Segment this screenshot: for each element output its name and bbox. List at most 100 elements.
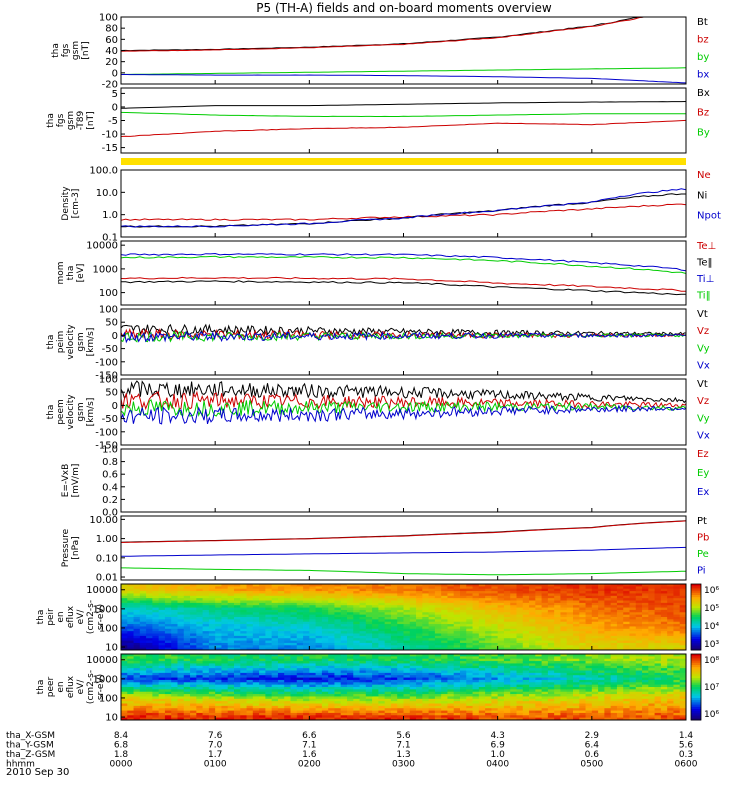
spectrogram-cell	[372, 654, 379, 657]
spectrogram-cell	[397, 684, 404, 688]
spectrogram-cell	[252, 715, 260, 719]
spectrogram-cell	[133, 645, 141, 649]
spectrogram-cell	[372, 624, 379, 627]
spectrogram-cell	[284, 654, 291, 657]
spectrogram-cell	[679, 614, 687, 618]
spectrogram-cell	[353, 607, 360, 611]
spectrogram-cell	[183, 605, 191, 608]
spectrogram-cell	[397, 715, 404, 719]
spectrogram-cell	[453, 640, 461, 644]
spectrogram-cell	[453, 593, 461, 597]
spectrogram-cell	[227, 595, 235, 599]
spectrogram-cell	[535, 609, 543, 613]
spectrogram-cell	[127, 708, 134, 711]
spectrogram-cell	[284, 607, 291, 611]
spectrogram-cell	[522, 715, 530, 719]
spectrogram-cell	[604, 679, 612, 683]
spectrogram-cell	[365, 614, 373, 618]
spectrogram-cell	[277, 679, 285, 683]
spectrogram-cell	[133, 633, 141, 637]
spectrogram-cell	[541, 593, 549, 597]
spectrogram-cell	[177, 647, 185, 651]
spectrogram-cell	[579, 696, 586, 700]
spectrogram-cell	[566, 605, 574, 608]
spectrogram-cell	[139, 656, 147, 660]
spectrogram-cell	[340, 638, 348, 641]
spectrogram-cell	[334, 708, 342, 711]
spectrogram-cell	[296, 701, 304, 704]
spectrogram-cell	[541, 614, 549, 618]
spectrogram-cell	[560, 593, 568, 597]
y-axis-label-line: tha	[66, 266, 76, 281]
spectrogram-cell	[478, 661, 486, 664]
spectrogram-cell	[390, 624, 398, 627]
spectrogram-cell	[660, 621, 668, 625]
spectrogram-cell	[227, 593, 235, 597]
spectrogram-cell	[190, 708, 197, 711]
spectrogram-cell	[384, 633, 392, 637]
spectrogram-cell	[522, 633, 530, 637]
spectrogram-cell	[566, 598, 574, 601]
spectrogram-cell	[284, 665, 291, 669]
spectrogram-cell	[598, 696, 605, 700]
spectrogram-cell	[667, 600, 674, 604]
spectrogram-cell	[384, 584, 392, 587]
spectrogram-cell	[296, 677, 304, 681]
spectrogram-cell	[403, 591, 411, 594]
spectrogram-cell	[303, 588, 310, 592]
spectrogram-cell	[547, 715, 555, 719]
spectrogram-cell	[466, 672, 473, 676]
spectrogram-cell	[158, 612, 166, 616]
spectrogram-cell	[497, 635, 505, 639]
spectrogram-cell	[598, 598, 605, 601]
spectrogram-cell	[328, 642, 335, 646]
spectrogram-cell	[259, 682, 266, 686]
spectrogram-cell	[403, 658, 411, 662]
spectrogram-cell	[390, 619, 398, 623]
spectrogram-cell	[164, 638, 172, 641]
spectrogram-cell	[547, 635, 555, 639]
spectrogram-cell	[673, 595, 681, 599]
spectrogram-cell	[516, 658, 524, 662]
series-line-Npot	[120, 188, 687, 228]
spectrogram-cell	[434, 609, 442, 613]
spectrogram-cell	[171, 640, 178, 644]
spectrogram-cell	[616, 640, 624, 644]
spectrogram-cell	[378, 696, 386, 700]
spectrogram-cell	[177, 661, 185, 664]
spectrogram-cell	[359, 712, 367, 716]
spectrogram-cell	[604, 670, 612, 674]
y-axis-label-line: Density	[61, 186, 71, 221]
spectrogram-cell	[447, 588, 455, 592]
spectrogram-cell	[579, 621, 586, 625]
spectrogram-cell	[384, 614, 392, 618]
spectrogram-cell	[146, 710, 153, 714]
spectrogram-cell	[227, 602, 235, 606]
spectrogram-cell	[453, 663, 461, 667]
spectrogram-cell	[234, 588, 241, 592]
spectrogram-cell	[466, 633, 473, 637]
spectrogram-cell	[277, 633, 285, 637]
spectrogram-cell	[296, 668, 304, 671]
spectrogram-cell	[315, 694, 323, 697]
spectrogram-cell	[529, 715, 536, 719]
spectrogram-cell	[353, 710, 360, 714]
spectrogram-cell	[604, 633, 612, 637]
spectrogram-cell	[642, 624, 649, 627]
spectrogram-cell	[183, 698, 191, 702]
spectrogram-cell	[579, 602, 586, 606]
spectrogram-cell	[566, 586, 574, 590]
colorbar-segment	[691, 595, 701, 598]
spectrogram-cell	[428, 710, 436, 714]
spectrogram-cell	[359, 670, 367, 674]
spectrogram-cell	[190, 584, 197, 587]
spectrogram-cell	[372, 668, 379, 671]
spectrogram-cell	[234, 602, 241, 606]
spectrogram-cell	[315, 638, 323, 641]
spectrogram-cell	[503, 665, 511, 669]
spectrogram-cell	[673, 612, 681, 616]
spectrogram-cell	[541, 600, 549, 604]
spectrogram-cell	[541, 624, 549, 627]
spectrogram-cell	[679, 595, 687, 599]
spectrogram-cell	[221, 645, 229, 649]
